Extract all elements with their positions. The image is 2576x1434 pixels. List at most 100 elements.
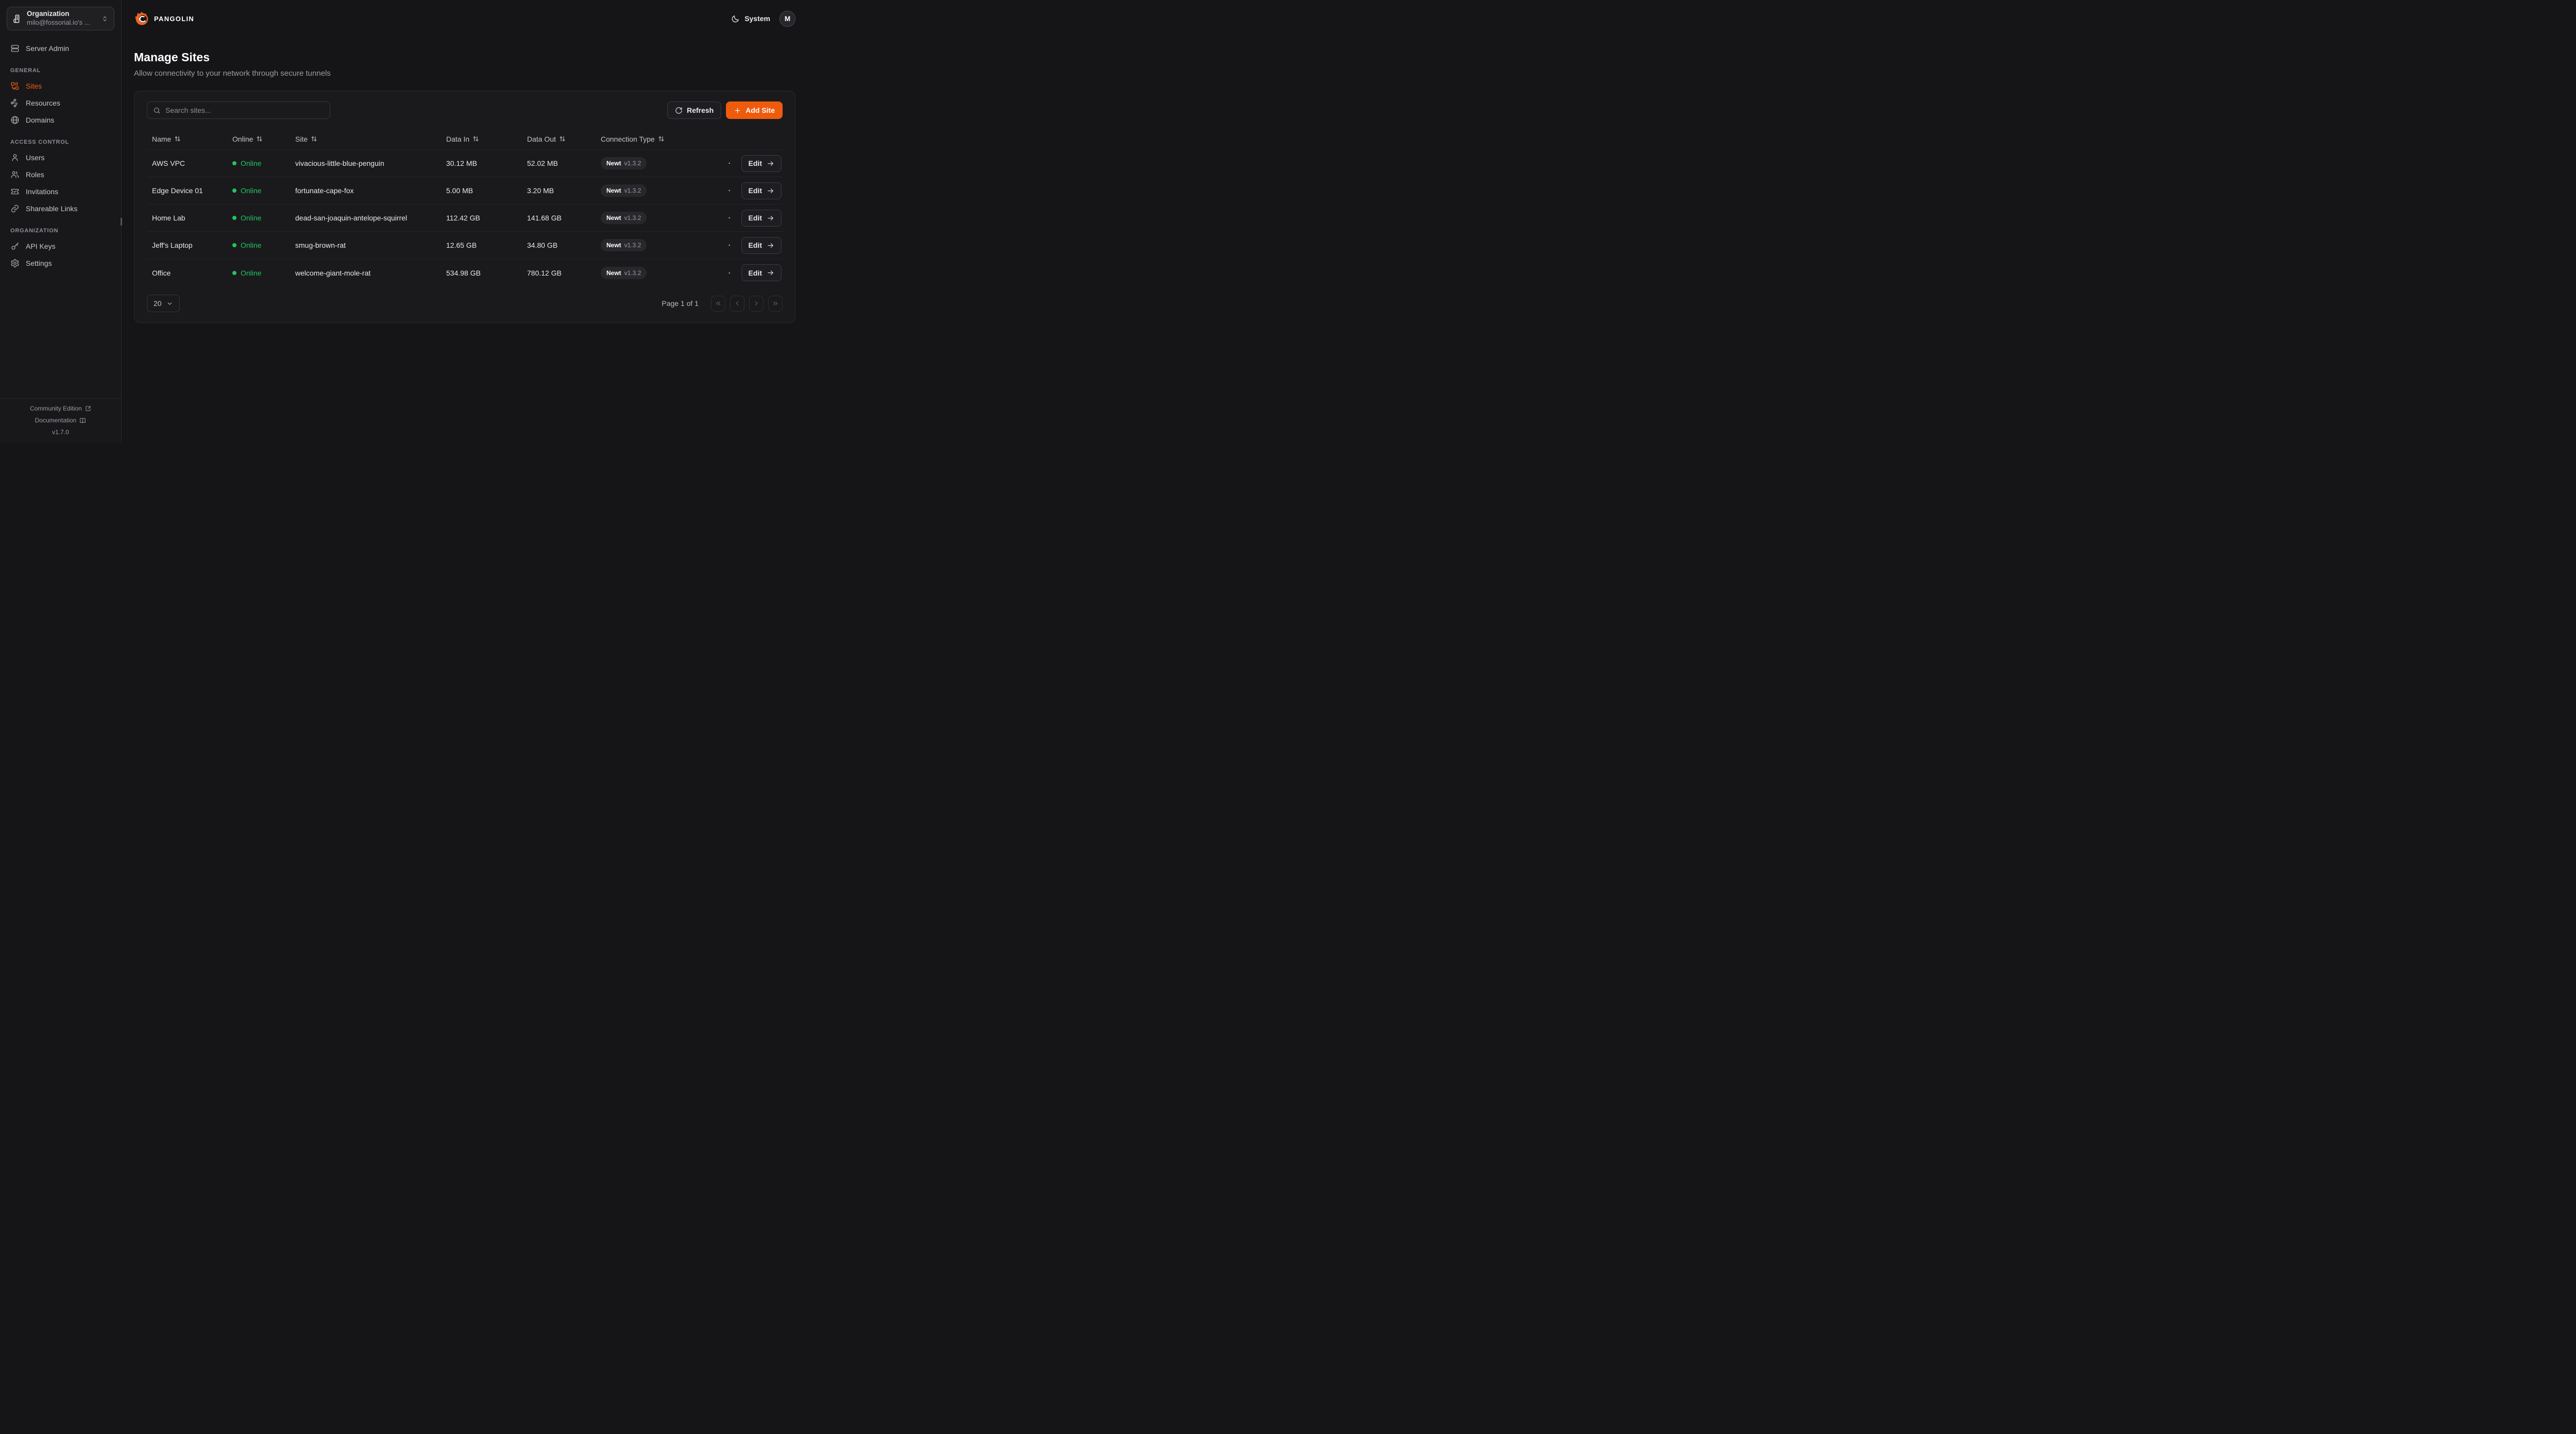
cell-online: Online — [224, 214, 287, 222]
edit-button[interactable]: Edit — [741, 236, 782, 254]
cell-data-out: 34.80 GB — [527, 241, 558, 249]
cell-name: AWS VPC — [152, 159, 185, 167]
online-dot — [232, 243, 236, 247]
user-icon — [10, 153, 20, 162]
chevrons-left-icon — [715, 300, 722, 307]
org-selector-label: Organization — [27, 10, 70, 18]
page-title: Manage Sites — [134, 50, 210, 64]
cell-data-in: 12.65 GB — [446, 241, 477, 249]
sidebar-item-api-keys[interactable]: API Keys — [0, 237, 121, 254]
column-header-name[interactable]: Name — [147, 135, 224, 143]
avatar[interactable]: M — [779, 10, 795, 27]
ellipsis-icon — [727, 186, 731, 195]
sidebar-item-resources[interactable]: Resources — [0, 94, 121, 111]
gear-icon — [10, 259, 20, 268]
server-icon — [10, 44, 20, 53]
first-page-button[interactable] — [711, 295, 725, 312]
row-menu-button[interactable] — [727, 267, 733, 279]
sidebar-item-roles[interactable]: Roles — [0, 166, 121, 183]
documentation-link[interactable]: Documentation — [5, 417, 116, 424]
edit-button[interactable]: Edit — [741, 264, 782, 281]
topbar-right: System M — [731, 10, 795, 27]
online-dot — [232, 189, 236, 193]
topbar: PANGOLIN System M — [122, 0, 808, 37]
sidebar-item-label: Settings — [26, 259, 52, 267]
next-page-button[interactable] — [749, 295, 764, 312]
edit-button[interactable]: Edit — [741, 155, 782, 172]
sidebar-item-label: Shareable Links — [26, 204, 78, 213]
cell-online: Online — [224, 241, 287, 249]
sidebar-item-invitations[interactable]: Invitations — [0, 183, 121, 200]
sidebar-item-server-admin[interactable]: Server Admin — [0, 40, 121, 57]
column-label: Connection Type — [601, 134, 655, 143]
org-selector[interactable]: Organization milo@fossorial.io's ... — [7, 7, 114, 30]
edit-button-label: Edit — [748, 159, 762, 167]
prev-page-button[interactable] — [730, 295, 744, 312]
edit-button[interactable]: Edit — [741, 182, 782, 199]
connection-type: Newt — [606, 160, 621, 167]
theme-toggle[interactable]: System — [731, 14, 770, 23]
external-link-icon — [85, 405, 91, 412]
online-label: Online — [241, 214, 262, 222]
table-row: Jeff's Laptop Online smug-brown-rat 12.6… — [147, 232, 783, 259]
brand-logo[interactable]: PANGOLIN — [134, 11, 194, 26]
column-header-connection-type[interactable]: Connection Type — [592, 135, 727, 143]
connection-type: Newt — [606, 269, 621, 277]
row-menu-button[interactable] — [727, 212, 733, 224]
brand-name: PANGOLIN — [154, 14, 195, 23]
sidebar-resize-handle[interactable] — [121, 218, 122, 226]
column-header-site[interactable]: Site — [287, 135, 438, 143]
connection-badge: Newt v1.3.2 — [601, 157, 647, 169]
add-site-button[interactable]: Add Site — [726, 101, 783, 119]
cell-connection-type: Newt v1.3.2 — [592, 266, 727, 279]
sidebar-item-label: API Keys — [26, 242, 56, 250]
sites-card: Refresh Add Site Name — [134, 91, 795, 323]
sidebar-item-domains[interactable]: Domains — [0, 111, 121, 128]
chevron-right-icon — [753, 300, 760, 307]
sidebar-item-label: Invitations — [26, 187, 59, 196]
cell-data-out: 3.20 MB — [527, 186, 554, 195]
pager-buttons — [711, 295, 783, 312]
cell-name: Jeff's Laptop — [152, 241, 193, 249]
plus-icon — [734, 107, 741, 114]
pager: Page 1 of 1 — [662, 295, 783, 312]
card-toolbar: Refresh Add Site — [147, 101, 783, 119]
column-header-data-out[interactable]: Data Out — [519, 135, 592, 143]
page-size-select[interactable]: 20 — [147, 295, 180, 312]
last-page-button[interactable] — [768, 295, 783, 312]
cell-name: Office — [152, 268, 171, 277]
column-header-online[interactable]: Online — [224, 135, 287, 143]
cell-connection-type: Newt v1.3.2 — [592, 157, 727, 169]
row-menu-button[interactable] — [727, 157, 733, 169]
row-menu-button[interactable] — [727, 184, 733, 197]
chevron-left-icon — [734, 300, 741, 307]
sidebar-section-general: GENERAL — [10, 67, 41, 74]
sort-icon — [658, 135, 665, 142]
theme-toggle-label: System — [744, 14, 770, 23]
column-header-data-in[interactable]: Data In — [438, 135, 519, 143]
arrow-right-icon — [767, 214, 774, 222]
community-edition-link[interactable]: Community Edition — [5, 405, 116, 412]
edit-button[interactable]: Edit — [741, 209, 782, 227]
connection-badge: Newt v1.3.2 — [601, 184, 647, 197]
sidebar-item-users[interactable]: Users — [0, 149, 121, 166]
sort-icon — [559, 135, 566, 142]
page-subtitle: Allow connectivity to your network throu… — [134, 69, 331, 78]
row-menu-button[interactable] — [727, 239, 733, 251]
page-content: Manage Sites Allow connectivity to your … — [122, 37, 808, 443]
connection-version: v1.3.2 — [624, 187, 641, 194]
page-size-value: 20 — [154, 299, 162, 308]
ellipsis-icon — [727, 241, 731, 249]
version-label: v1.7.0 — [52, 429, 69, 436]
connection-version: v1.3.2 — [624, 269, 641, 277]
sidebar-item-settings[interactable]: Settings — [0, 254, 121, 271]
sidebar-item-shareable-links[interactable]: Shareable Links — [0, 200, 121, 217]
connection-badge: Newt v1.3.2 — [601, 266, 647, 279]
sidebar-item-sites[interactable]: Sites — [0, 77, 121, 94]
arrow-right-icon — [767, 160, 774, 167]
refresh-button[interactable]: Refresh — [667, 101, 722, 119]
chevrons-up-down-icon — [101, 15, 109, 23]
cell-actions: Edit — [727, 264, 783, 281]
search-input[interactable] — [165, 106, 324, 114]
cell-site: vivacious-little-blue-penguin — [295, 159, 384, 167]
